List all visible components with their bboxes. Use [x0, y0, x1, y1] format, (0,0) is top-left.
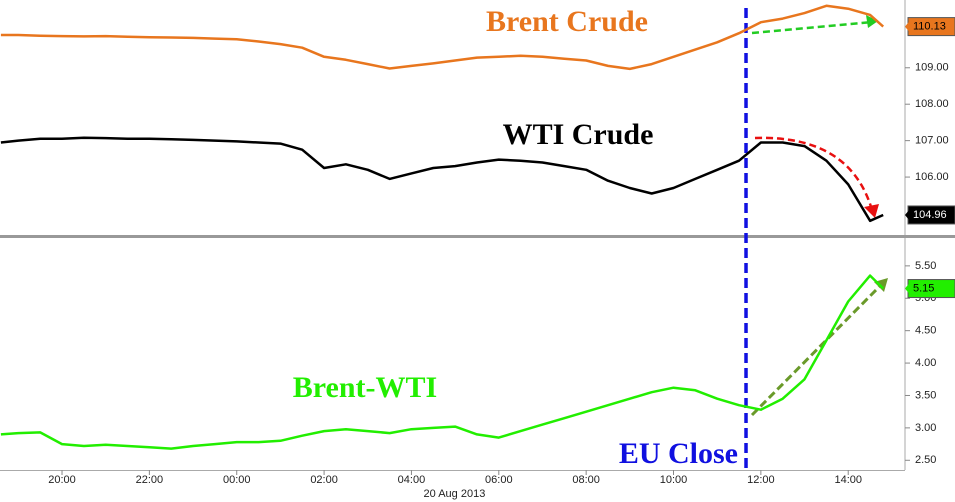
- x-tick-label: 04:00: [398, 474, 426, 486]
- series-line: [0, 136, 884, 223]
- x-tick-label: 00:00: [223, 474, 251, 486]
- event-label: EU Close: [619, 437, 738, 470]
- date-label: 20 Aug 2013: [424, 488, 486, 500]
- y-tick-label: 4.00: [915, 357, 936, 369]
- annotation-arrow: [750, 282, 884, 417]
- x-tick-label: 06:00: [485, 474, 513, 486]
- last-value-label: 110.13: [913, 21, 946, 33]
- last-value-pointer: [905, 209, 909, 220]
- series-label: Brent Crude: [486, 5, 648, 38]
- y-tick-label: 109.00: [915, 62, 949, 74]
- series-label: Brent-WTI: [293, 371, 437, 404]
- x-tick-label: 08:00: [572, 474, 600, 486]
- series-line: [0, 4, 885, 71]
- y-tick-label: 5.50: [915, 260, 936, 272]
- x-tick-label: 22:00: [136, 474, 164, 486]
- x-tick-label: 02:00: [310, 474, 338, 486]
- annotation-arrow: [754, 136, 874, 211]
- series-line: [0, 274, 885, 450]
- last-value-pointer: [905, 21, 909, 32]
- x-tick-label: 12:00: [747, 474, 775, 486]
- annotation-arrow: [751, 20, 873, 35]
- y-tick-label: 2.50: [915, 454, 936, 466]
- y-tick-label: 107.00: [915, 135, 949, 147]
- last-value-label: 5.15: [913, 282, 934, 294]
- y-tick-label: 106.00: [915, 171, 949, 183]
- y-tick-label: 4.50: [915, 325, 936, 337]
- last-value-label: 104.96: [913, 209, 947, 221]
- x-tick-label: 14:00: [834, 474, 862, 486]
- arrow-head: [864, 204, 879, 218]
- arrow-head: [866, 15, 878, 28]
- y-tick-label: 3.00: [915, 422, 936, 434]
- y-tick-label: 108.00: [915, 98, 949, 110]
- x-tick-label: 10:00: [660, 474, 688, 486]
- series-label: WTI Crude: [503, 118, 654, 151]
- last-value-pointer: [905, 283, 909, 294]
- y-tick-label: 3.50: [915, 389, 936, 401]
- x-tick-label: 20:00: [48, 474, 76, 486]
